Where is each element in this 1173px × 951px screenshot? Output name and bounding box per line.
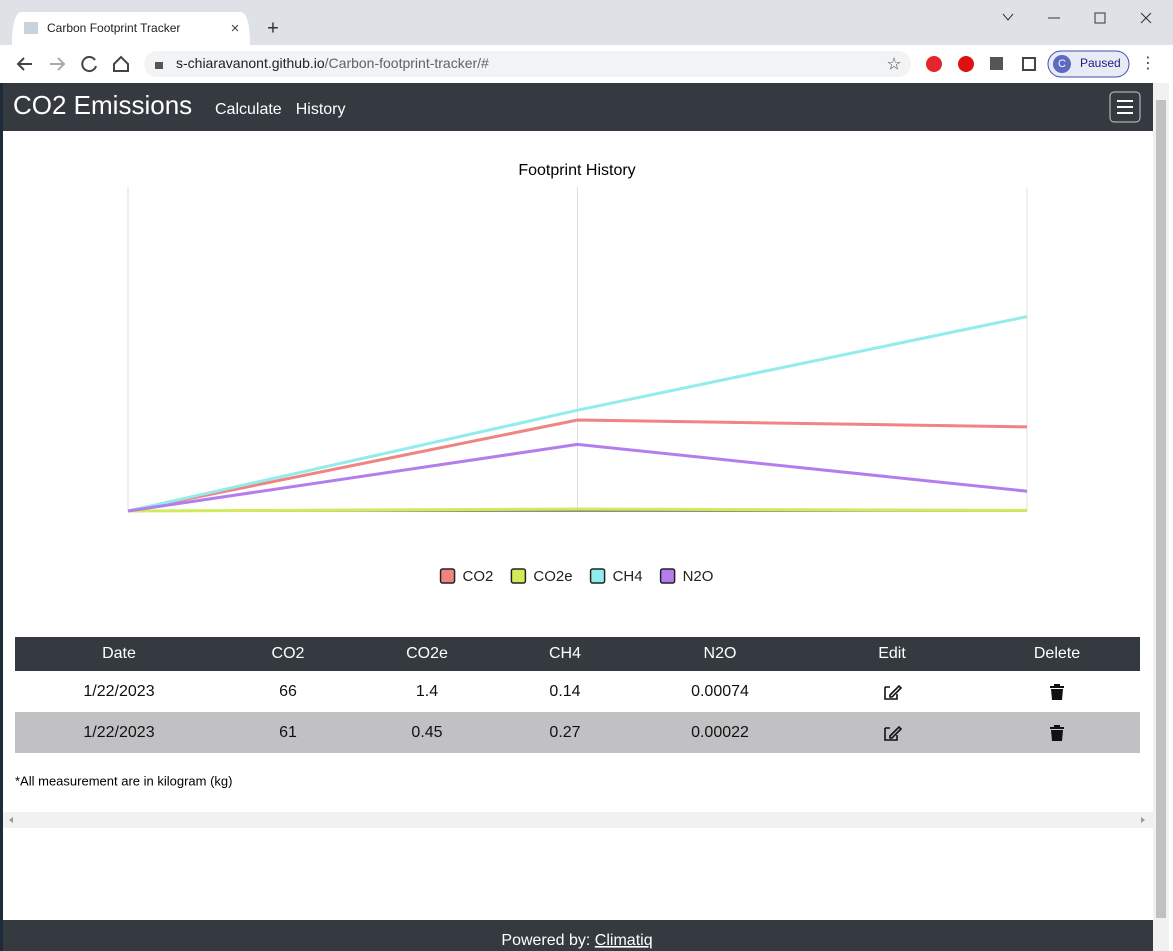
table-cell: 61 xyxy=(279,724,297,741)
note: *All measurement are in kilogram (kg) xyxy=(15,773,232,788)
profile-avatar xyxy=(1053,55,1071,73)
profile-button[interactable] xyxy=(1047,50,1130,78)
table-cell: 66 xyxy=(279,683,297,700)
nav-links: Calculate History xyxy=(215,101,345,118)
legend-item[interactable]: CO2e xyxy=(510,568,573,585)
reload[interactable] xyxy=(81,56,97,73)
footer-link[interactable]: Climatiq xyxy=(595,932,653,949)
table-cell: 1/22/2023 xyxy=(83,683,154,700)
navbar xyxy=(3,83,1153,131)
new-tab[interactable]: + xyxy=(267,17,279,39)
home[interactable] xyxy=(113,55,129,72)
legend-label: CH4 xyxy=(613,568,643,585)
tab-close[interactable]: × xyxy=(231,20,240,37)
header-cell: CO2e xyxy=(406,645,448,662)
header-cell: Edit xyxy=(878,645,906,662)
header-cell: N2O xyxy=(704,645,737,662)
table: Date CO2 CO2e CH4 N2O Edit Delete 1/22/2023 66 1.… xyxy=(15,637,1140,753)
table-cell: 0.45 xyxy=(411,724,442,741)
footer-text: Powered by: Climatiq xyxy=(501,932,652,949)
table-cell: 0.00074 xyxy=(691,683,749,700)
legend-label: CO2 xyxy=(463,568,494,585)
table-cell: 0.00022 xyxy=(691,724,749,741)
nav-toggle[interactable] xyxy=(1109,91,1141,123)
favicon xyxy=(24,22,38,34)
legend-swatch xyxy=(510,568,527,584)
table-cell: 0.14 xyxy=(549,683,580,700)
legend: CO2 CO2e CH4 N2O xyxy=(439,568,714,585)
series-line xyxy=(127,418,1028,513)
chart xyxy=(127,187,1028,513)
url-host: s-chiaravanont.github.io xyxy=(176,55,325,71)
header-cell: Date xyxy=(102,645,136,662)
series-line xyxy=(127,315,1028,513)
maximize[interactable] xyxy=(1094,12,1106,24)
header-cell: CO2 xyxy=(272,645,305,662)
tab[interactable] xyxy=(12,12,250,45)
legend-label: CO2e xyxy=(533,568,572,585)
address-bar[interactable] xyxy=(144,51,911,77)
browser-menu[interactable]: ⋮ xyxy=(1140,55,1156,72)
header-cell: CH4 xyxy=(549,645,581,662)
edit-icon[interactable] xyxy=(884,725,903,741)
delete-icon[interactable] xyxy=(1050,725,1064,741)
header-cell: Delete xyxy=(1034,645,1080,662)
series-line xyxy=(127,507,1028,513)
delete-icon[interactable] xyxy=(1050,684,1064,700)
series-line xyxy=(127,442,1028,513)
lock-icon xyxy=(155,62,163,69)
profile-initial: C xyxy=(1058,58,1066,70)
legend-item[interactable]: CH4 xyxy=(589,568,643,585)
chart-title: Footprint History xyxy=(518,162,635,179)
legend-item[interactable]: N2O xyxy=(659,568,714,585)
legend-label: N2O xyxy=(683,568,714,585)
forward[interactable] xyxy=(50,57,66,71)
legend-swatch xyxy=(659,568,676,584)
legend-swatch xyxy=(589,568,606,584)
footer-label: Powered by: xyxy=(501,932,590,949)
legend-item[interactable]: CO2 xyxy=(439,568,494,585)
table-row xyxy=(15,671,1140,712)
table-cell: 1.4 xyxy=(416,683,438,700)
footer xyxy=(3,920,1153,951)
extension[interactable] xyxy=(958,56,974,72)
url: s-chiaravanont.github.io/Carbon-footprin… xyxy=(176,55,489,71)
table-cell: 1/22/2023 xyxy=(83,724,154,741)
table-cell: 0.27 xyxy=(549,724,580,741)
window-edge xyxy=(0,83,3,951)
tab-search[interactable] xyxy=(1002,13,1014,21)
toggle-icon xyxy=(1117,100,1133,114)
brand[interactable]: CO2 Emissions xyxy=(13,90,192,120)
legend-swatch xyxy=(439,568,456,584)
horizontal-scrollbar[interactable] xyxy=(3,812,1153,828)
extensions-menu[interactable] xyxy=(990,57,1003,70)
close-window[interactable] xyxy=(1140,12,1152,24)
back[interactable] xyxy=(16,57,32,71)
table-row xyxy=(15,712,1140,753)
table-header xyxy=(15,637,1140,671)
side-panel[interactable] xyxy=(1022,57,1036,71)
nav-link[interactable]: Calculate xyxy=(215,101,282,118)
url-path: /Carbon-footprint-tracker/# xyxy=(325,55,489,71)
bookmark-star[interactable]: ☆ xyxy=(886,54,901,73)
profile-status: Paused xyxy=(1080,56,1121,70)
nav-link[interactable]: History xyxy=(296,101,346,118)
tab-title: Carbon Footprint Tracker xyxy=(47,21,180,35)
scrollbar-thumb[interactable] xyxy=(1156,100,1166,918)
edit-icon[interactable] xyxy=(884,684,903,700)
adblock-extension[interactable] xyxy=(926,56,942,72)
